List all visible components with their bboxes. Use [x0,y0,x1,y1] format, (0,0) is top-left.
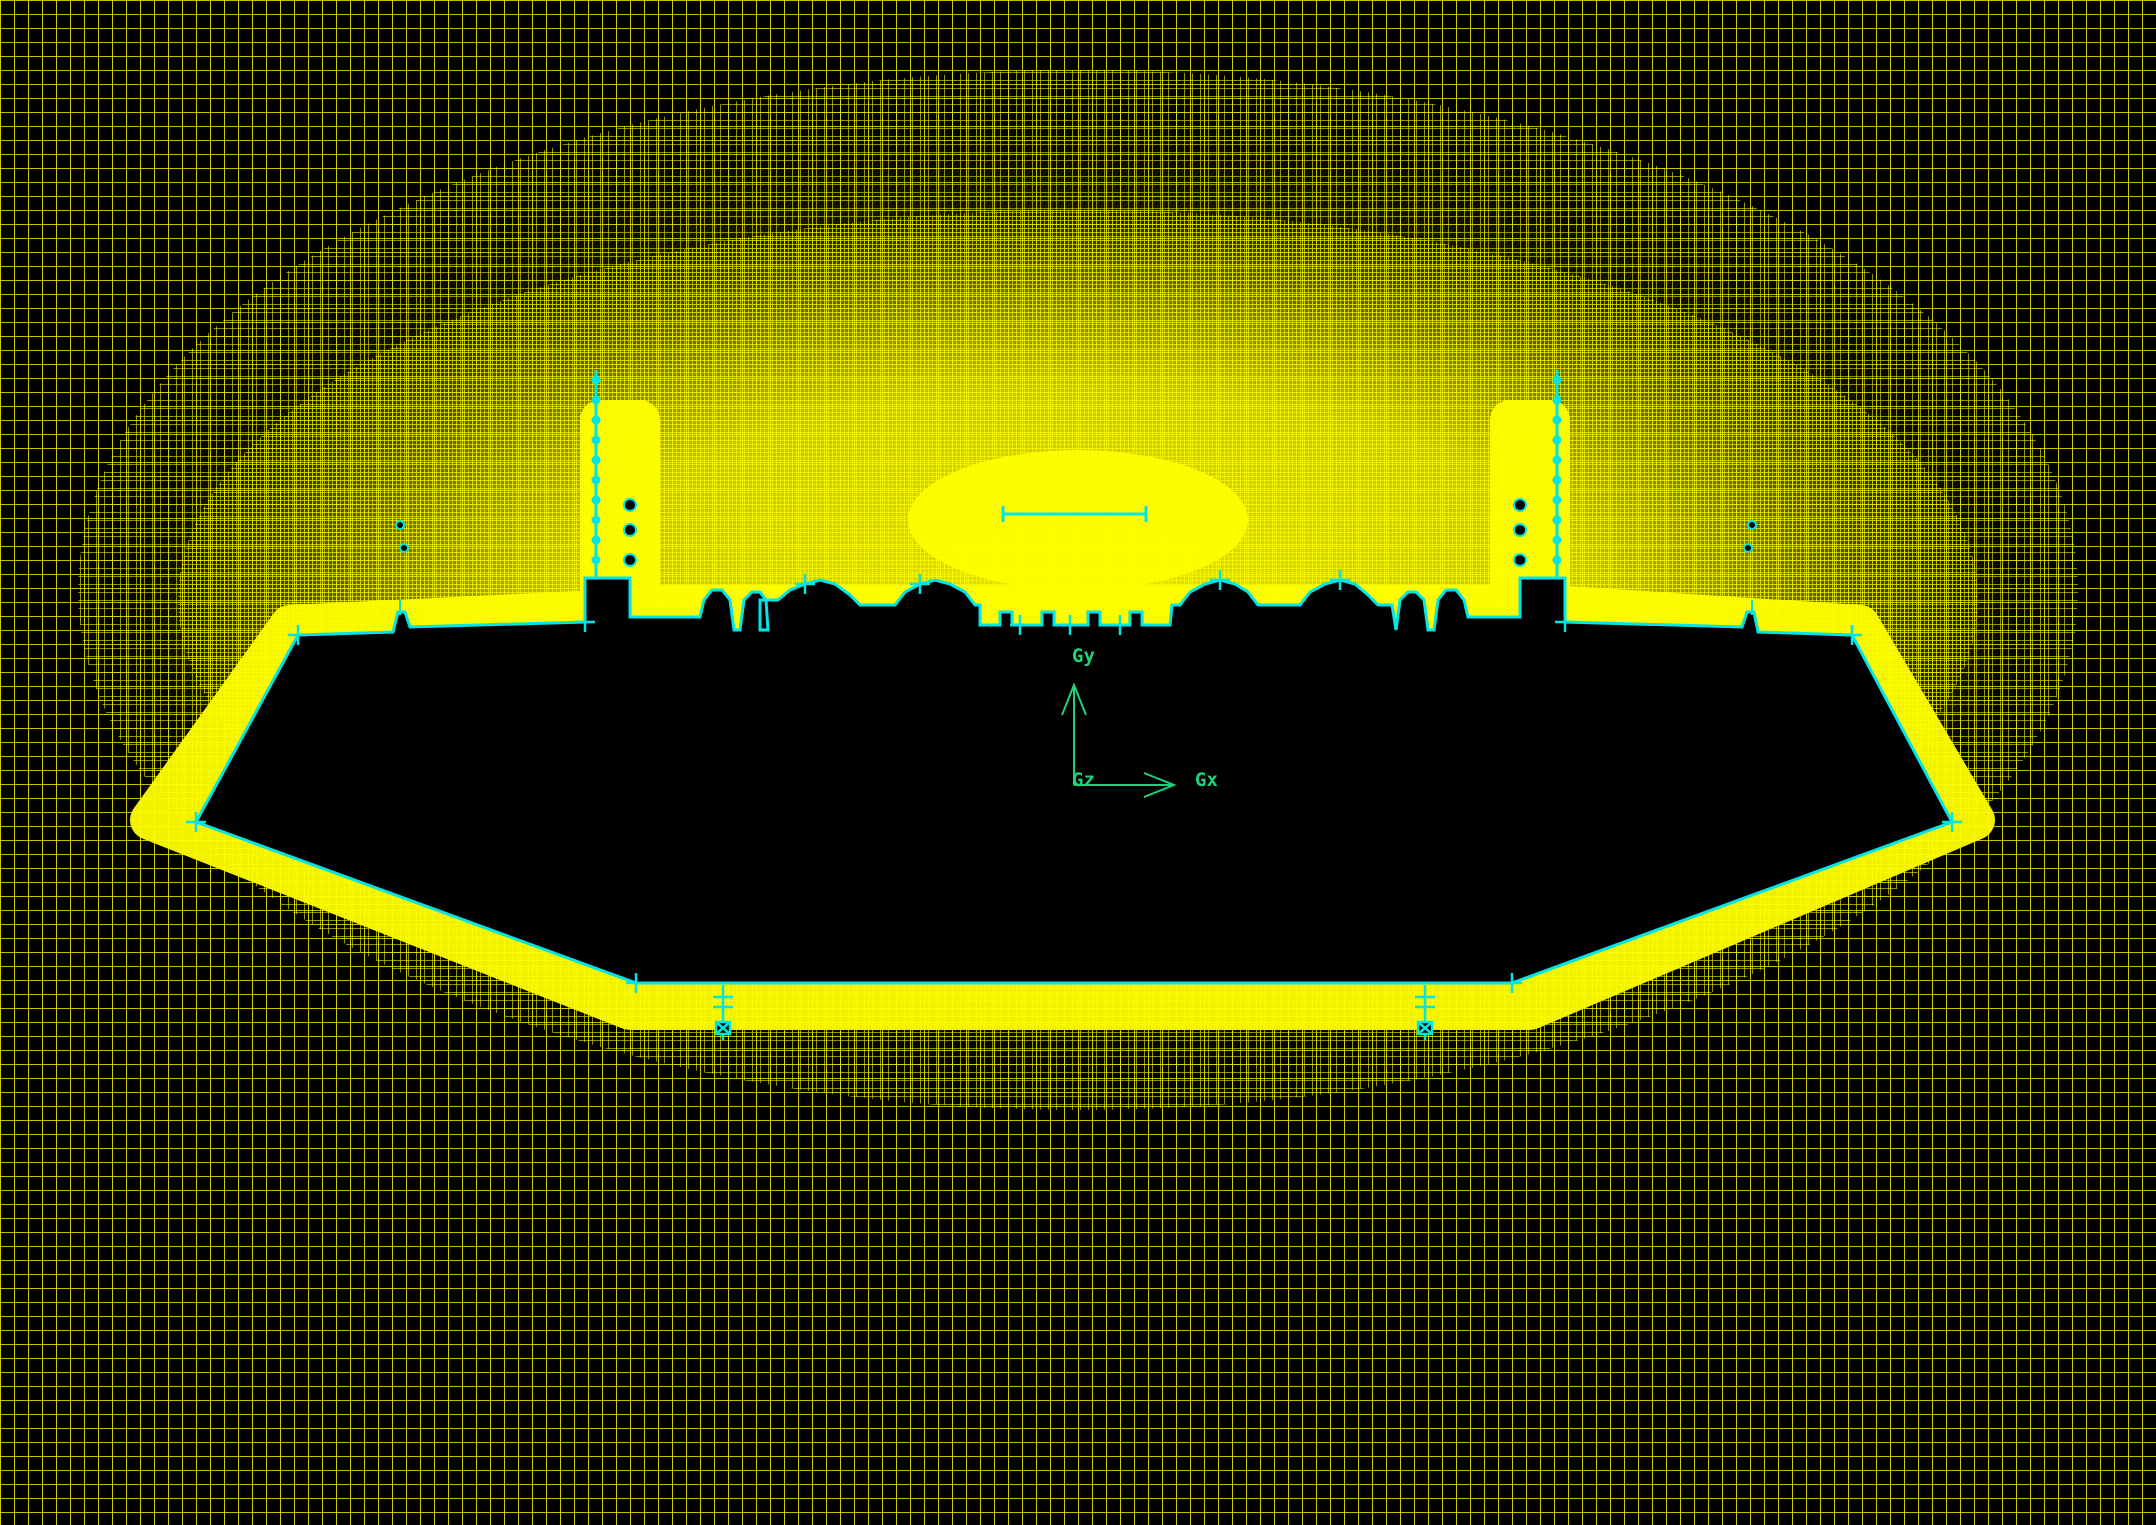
left-small-markers [395,520,409,615]
x-axis-arrow-icon [1143,772,1177,798]
left-keel-appendage [713,985,733,1040]
top-dense-region [908,450,1248,590]
z-axis-label: Gz [1072,769,1095,791]
coordinate-triad: Gy Gx Gz [1061,645,1218,798]
x-axis-label: Gx [1195,769,1218,791]
right-keel-appendage [1415,985,1435,1040]
top-reference-line [1001,506,1148,522]
left-vertical-probe [591,370,601,578]
boundary-vertex-markers [186,570,1962,993]
y-axis-arrow-icon [1061,682,1087,716]
left-sensor-dots [623,498,637,567]
right-small-markers [1743,520,1757,615]
right-sensor-dots [1513,498,1527,567]
right-vertical-probe [1552,370,1562,578]
y-axis-label: Gy [1072,645,1095,667]
